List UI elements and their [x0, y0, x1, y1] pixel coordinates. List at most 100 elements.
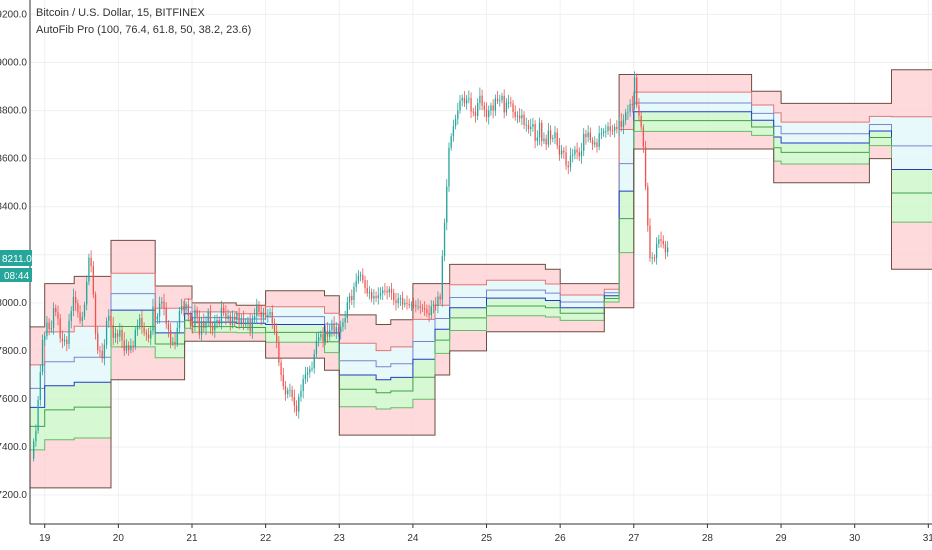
candle — [627, 104, 629, 120]
candle — [353, 282, 355, 308]
x-tick-label: 31 — [923, 533, 932, 544]
candle-body — [134, 330, 136, 347]
candle — [79, 305, 81, 325]
candle-body — [461, 97, 463, 101]
candle-body — [629, 104, 631, 112]
candle — [514, 105, 516, 121]
candle — [258, 300, 260, 318]
candle — [660, 231, 662, 248]
fib-line-61-8 — [30, 102, 932, 389]
candle — [404, 298, 406, 308]
fib-line-50 — [30, 111, 932, 408]
candle-body — [627, 111, 629, 113]
candle — [326, 322, 329, 344]
candle-body — [459, 100, 461, 111]
candle — [55, 304, 57, 317]
candle-body — [653, 257, 656, 259]
candle — [523, 111, 525, 130]
candle-body — [225, 313, 227, 319]
candle — [622, 114, 625, 135]
candle — [145, 329, 148, 341]
candle-body — [70, 311, 72, 321]
candle-body — [273, 323, 276, 332]
candle-body — [167, 323, 170, 330]
candle — [218, 316, 220, 327]
candle-body — [441, 256, 444, 300]
candle — [421, 304, 424, 312]
candle — [616, 120, 618, 134]
candle — [311, 361, 313, 372]
candle-body — [463, 97, 466, 104]
candle-body — [33, 441, 35, 459]
candle-body — [260, 311, 262, 318]
candle-body — [313, 354, 315, 369]
candle-body — [395, 300, 397, 304]
candle-body — [331, 323, 333, 331]
candle — [209, 304, 212, 334]
candle-body — [163, 301, 165, 308]
candle-body — [262, 312, 265, 318]
candle — [430, 300, 432, 320]
candle-body — [547, 130, 550, 145]
candle-body — [373, 296, 375, 299]
candle-body — [304, 374, 307, 380]
fib-zone-lower — [30, 120, 932, 450]
candle-body — [525, 124, 527, 126]
y-tick-label: 8600.0 — [0, 154, 27, 165]
candle — [161, 297, 163, 309]
candle — [390, 282, 393, 300]
candle-body — [251, 318, 254, 332]
candle — [355, 273, 357, 293]
candle — [388, 286, 390, 298]
candle — [567, 161, 569, 175]
candle-body — [209, 311, 212, 327]
candle — [525, 117, 527, 132]
candle-body — [359, 274, 362, 276]
candle-body — [231, 317, 234, 325]
candle-body — [329, 330, 331, 337]
candle-body — [399, 298, 402, 300]
candle-body — [404, 303, 406, 305]
candle-body — [485, 109, 488, 118]
candle-body — [145, 332, 148, 335]
candle-body — [48, 322, 50, 330]
candle — [245, 318, 247, 328]
candle — [329, 324, 331, 341]
candle — [46, 316, 48, 340]
candle-body — [280, 362, 282, 375]
candle-body — [541, 122, 543, 142]
candle — [472, 107, 474, 117]
candle — [229, 311, 231, 331]
candle — [644, 140, 647, 191]
x-axis: 19 20 21 22 23 24 25 26 27 28 29 30 31 — [39, 524, 932, 544]
candle-body — [247, 319, 249, 324]
candle-body — [560, 150, 563, 155]
candle-body — [108, 315, 110, 321]
candle-body — [611, 130, 614, 132]
candle — [123, 332, 125, 356]
candle-body — [609, 126, 611, 131]
candle-body — [527, 124, 530, 130]
candle-body — [128, 345, 130, 351]
candle-body — [158, 303, 161, 317]
candle — [613, 123, 616, 138]
last-price-tag: 8211.0 08:44 — [0, 250, 32, 282]
y-tick-label: 8800.0 — [0, 106, 27, 117]
candle-body — [249, 319, 251, 332]
candle — [309, 365, 311, 378]
candle-body — [591, 140, 594, 145]
candle — [428, 304, 430, 322]
candle — [249, 313, 251, 337]
candle — [52, 302, 55, 335]
candle — [291, 385, 293, 402]
candle-body — [132, 345, 134, 347]
candle — [410, 301, 413, 312]
candle — [178, 306, 181, 334]
x-tick-label: 20 — [113, 533, 125, 544]
candle — [505, 98, 508, 116]
candle — [426, 304, 428, 318]
candle — [359, 271, 362, 282]
candle-body — [35, 430, 37, 442]
candle-body — [530, 126, 532, 130]
